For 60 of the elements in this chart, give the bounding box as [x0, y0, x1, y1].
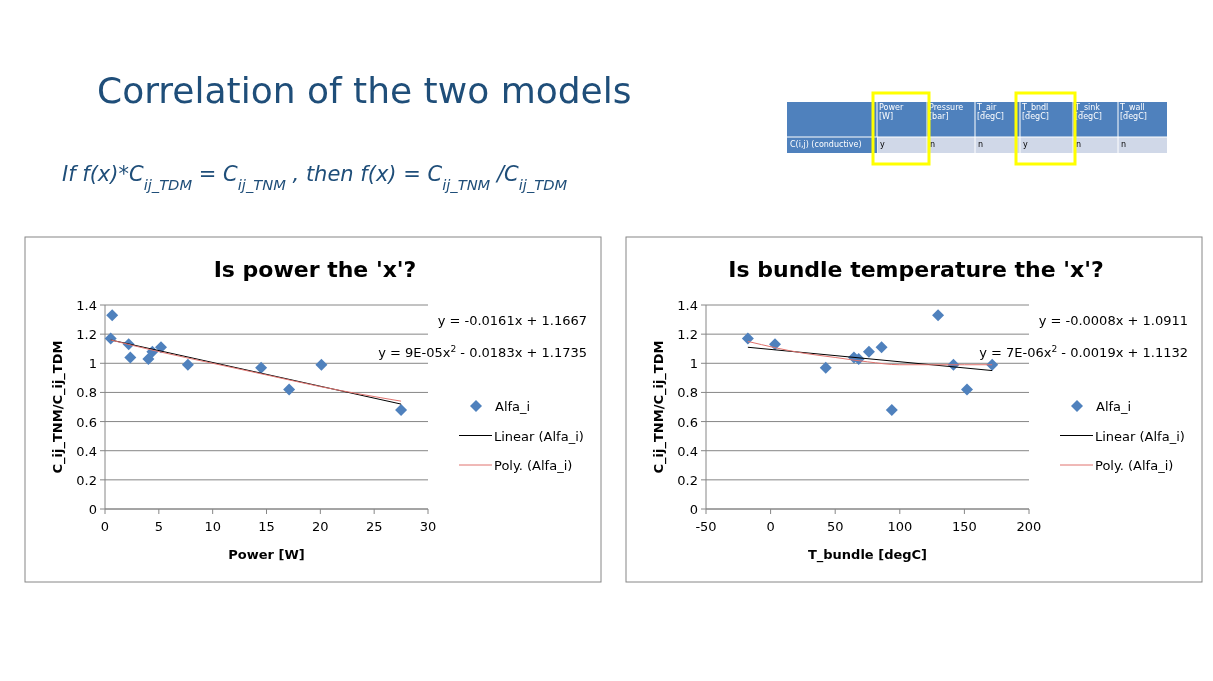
x-tick-label: -50 [695, 519, 717, 534]
text: y = -0.0008x + 1.0911 [1038, 313, 1188, 328]
text: y [1023, 140, 1028, 149]
text: Power [W] [879, 103, 904, 121]
x-axis-title: T_bundle [degC] [807, 547, 928, 563]
annotation: y = 7E-06x$^{2}$ - 0.0019x + 1.1132 [979, 344, 1188, 360]
y-tick-label: 0 [689, 502, 698, 517]
legend-label: Alfa_i [495, 399, 531, 414]
x-tick-label: 20 [312, 519, 329, 534]
y-tick-label: 0.6 [76, 414, 97, 430]
y-tick-label: 1 [88, 356, 97, 372]
text: T_bndl [degC] [1021, 103, 1049, 121]
text: Pressure [bar] [929, 103, 964, 121]
y-tick-label: 0 [88, 502, 97, 517]
text: T_sink [degC] [1074, 103, 1102, 121]
text: C(i,j) (conductive) [790, 140, 862, 149]
x-tick-label: 5 [154, 519, 163, 534]
y-tick-label: 1 [689, 356, 698, 372]
x-tick-label: 150 [951, 519, 977, 534]
y-tick-label: 1.2 [677, 327, 698, 343]
y-tick-label: 0.2 [677, 472, 698, 488]
text: T_air [degC] [976, 103, 1004, 121]
x-tick-label: 10 [204, 519, 221, 534]
legend-label: Linear (Alfa_i) [494, 428, 584, 444]
annotation: y = 9E-05x$^{2}$ - 0.0183x + 1.1735 [378, 344, 587, 360]
legend-label: Alfa_i [1096, 399, 1132, 414]
x-tick-label: 0 [766, 519, 775, 534]
text: n [930, 140, 936, 149]
y-tick-label: 1.4 [76, 298, 97, 313]
y-axis-title: C_ij_TNM/C_ij_TDM [50, 340, 66, 474]
y-tick-label: 0.8 [677, 385, 698, 401]
legend-label: Poly. (Alfa_i) [1095, 458, 1174, 473]
y-tick-label: 1.4 [677, 298, 698, 313]
x-tick-label: 50 [826, 519, 844, 534]
x-tick-label: 15 [258, 519, 275, 534]
chart-title: Is bundle temperature the 'x'? [728, 257, 1104, 282]
text: n [1121, 140, 1127, 149]
y-axis-title: C_ij_TNM/C_ij_TDM [651, 340, 667, 474]
x-tick-label: 100 [887, 519, 913, 534]
text: If f(x)*C$_{ij_TDM}$ = C$_{ij_TNM}$ , then f(x) = C$_{ij_TNM}$ /C$_{ij_TDM}$ [62, 162, 568, 193]
x-tick-label: 25 [365, 519, 383, 534]
x-tick-label: 200 [1016, 519, 1042, 534]
legend-label: Poly. (Alfa_i) [494, 458, 573, 473]
text: n [1076, 140, 1082, 149]
text: y [880, 140, 885, 149]
x-axis-title: Power [W] [228, 547, 305, 562]
text: Correlation of the two models [97, 70, 632, 111]
x-tick-label: 0 [100, 519, 110, 534]
y-tick-label: 0.4 [76, 443, 97, 459]
y-tick-label: 1.2 [76, 327, 97, 343]
y-tick-label: 0.6 [677, 414, 698, 430]
x-tick-label: 30 [419, 519, 437, 534]
y-tick-label: 0.8 [76, 385, 97, 401]
chart-title: Is power the 'x'? [213, 257, 417, 282]
text: y = -0.0161x + 1.1667 [437, 313, 587, 328]
legend-label: Linear (Alfa_i) [1095, 428, 1185, 444]
text: n [978, 140, 984, 149]
y-tick-label: 0.4 [677, 443, 698, 459]
y-tick-label: 0.2 [76, 472, 97, 488]
text: T_wall [degC] [1119, 103, 1147, 121]
